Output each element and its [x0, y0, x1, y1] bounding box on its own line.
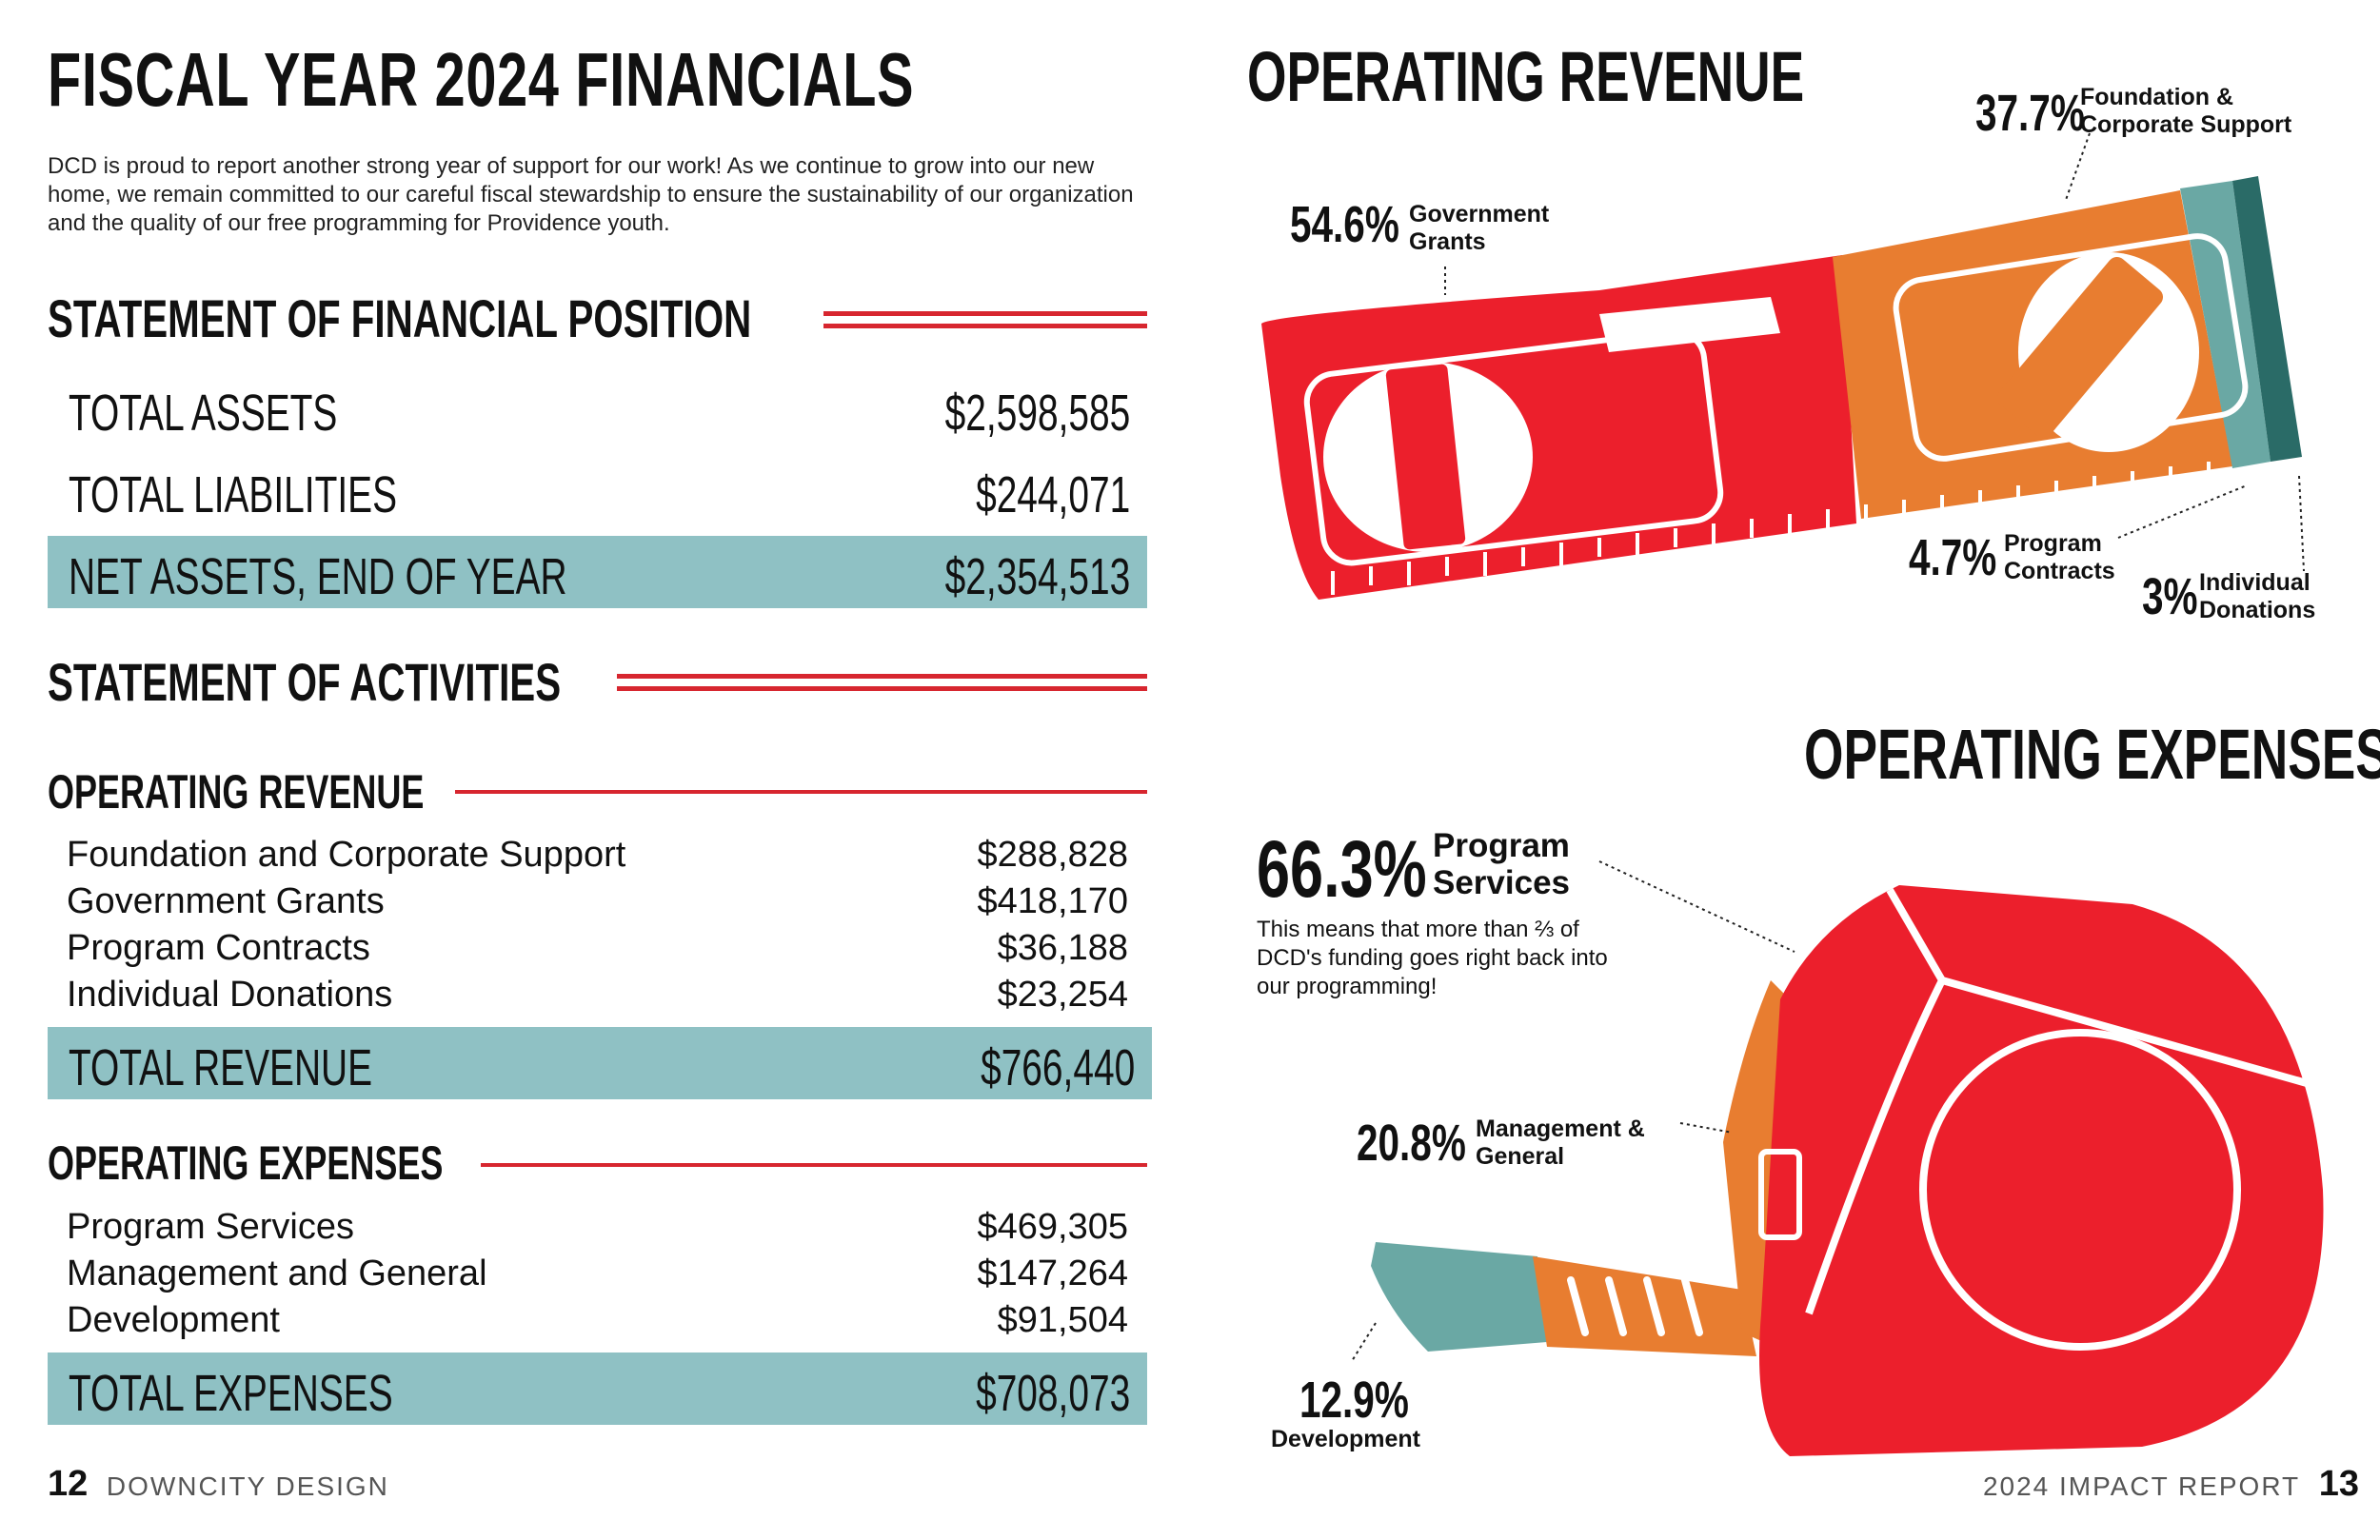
slice-label-line: Services: [1433, 864, 1571, 901]
total-liabilities-row: TOTAL LIABILITIES $244,071: [48, 454, 1147, 526]
slice-label: Foundation & Corporate Support: [2080, 84, 2291, 139]
management-general-segment: [1533, 1256, 1756, 1356]
page-number: 12: [48, 1464, 89, 1504]
slice-label: Individual Donations: [2199, 569, 2315, 624]
expense-line: Program Services $469,305: [67, 1207, 1128, 1253]
slice-percent: 3%: [2142, 568, 2198, 625]
expense-note: This means that more than ⅔ of DCD's fun…: [1257, 917, 1608, 999]
slice-label: Government Grants: [1409, 201, 1549, 256]
row-value: $2,354,513: [944, 548, 1130, 605]
blade-marks: [1567, 1276, 1703, 1336]
line-value: $469,305: [977, 1207, 1129, 1247]
heading-rule: [481, 1163, 1147, 1167]
slice-label-line: Donations: [2199, 597, 2316, 623]
slice-label: Management & General: [1476, 1116, 1645, 1171]
expense-line: Management and General $147,264: [67, 1254, 1128, 1299]
slice-label-line: Government: [1409, 201, 1550, 227]
row-value: $244,071: [975, 466, 1130, 523]
footer-left: 12 DOWNCITY DESIGN: [48, 1464, 389, 1505]
line-label: Development: [67, 1300, 280, 1340]
leader-lines: [1444, 132, 2305, 572]
revenue-line: Government Grants $418,170: [67, 881, 1128, 927]
operating-revenue-heading: OPERATING REVENUE: [48, 765, 425, 819]
slice-percent: 4.7%: [1909, 529, 1997, 586]
row-label: NET ASSETS, END OF YEAR: [69, 548, 567, 605]
slice-label-line: Program: [2004, 530, 2102, 557]
line-label: Individual Donations: [67, 975, 393, 1015]
slice-label-line: General: [1476, 1143, 1565, 1170]
financial-position-heading: STATEMENT OF FINANCIAL POSITION: [48, 288, 752, 348]
slice-percent: 54.6%: [1290, 196, 1399, 253]
footer-right: 2024 IMPACT REPORT 13: [1983, 1464, 2359, 1505]
heading-rule: [823, 311, 1147, 328]
slice-label-line: Contracts: [2004, 558, 2115, 584]
row-value: $2,598,585: [944, 385, 1130, 442]
revenue-line: Program Contracts $36,188: [67, 928, 1128, 974]
slice-percent: 37.7%: [1975, 85, 2085, 142]
line-value: $418,170: [977, 881, 1129, 921]
operating-expenses-heading: OPERATING EXPENSES: [48, 1136, 444, 1190]
row-value: $708,073: [975, 1365, 1130, 1422]
slice-percent: 20.8%: [1357, 1115, 1466, 1172]
line-value: $147,264: [977, 1254, 1129, 1293]
expense-tape-graphic: [1351, 860, 2324, 1456]
net-assets-row: NET ASSETS, END OF YEAR $2,354,513: [48, 536, 1147, 608]
line-label: Program Contracts: [67, 928, 370, 968]
row-label: TOTAL LIABILITIES: [69, 466, 398, 523]
slice-percent: 12.9%: [1299, 1372, 1409, 1429]
leader-lines: [1351, 860, 1795, 1362]
line-value: $91,504: [997, 1300, 1128, 1340]
heading-rule: [617, 674, 1147, 691]
total-revenue-row: TOTAL REVENUE $766,440: [48, 1027, 1152, 1099]
revenue-line: Foundation and Corporate Support $288,82…: [67, 835, 1128, 880]
slice-percent: 66.3%: [1257, 824, 1427, 914]
heading-rule: [455, 790, 1147, 794]
slice-label-line: Grants: [1409, 228, 1486, 255]
program-contracts-segment: [2180, 181, 2271, 468]
line-label: Program Services: [67, 1207, 354, 1247]
total-assets-row: TOTAL ASSETS $2,598,585: [48, 372, 1147, 444]
individual-donations-segment: [2232, 176, 2302, 462]
slice-label-line: Management &: [1476, 1116, 1645, 1142]
slice-label: Program Contracts: [2004, 530, 2115, 585]
page-title: FISCAL YEAR 2024 FINANCIALS: [48, 37, 915, 122]
line-label: Foundation and Corporate Support: [67, 835, 626, 875]
slice-label: Development: [1271, 1426, 1420, 1452]
expense-chart-title: OPERATING EXPENSES: [1804, 715, 2380, 794]
page-number: 13: [2318, 1464, 2359, 1504]
line-label: Management and General: [67, 1254, 487, 1293]
total-expenses-row: TOTAL EXPENSES $708,073: [48, 1352, 1147, 1425]
line-value: $23,254: [997, 975, 1128, 1015]
footer-report-name: 2024 IMPACT REPORT: [1982, 1471, 2301, 1501]
footer-org-name: DOWNCITY DESIGN: [106, 1471, 389, 1501]
revenue-chart-title: OPERATING REVENUE: [1247, 37, 1805, 116]
row-label: TOTAL REVENUE: [69, 1039, 373, 1096]
ruler-ticks: [1331, 462, 2211, 595]
expense-line: Development $91,504: [67, 1300, 1128, 1346]
row-label: TOTAL ASSETS: [69, 385, 338, 442]
line-value: $36,188: [997, 928, 1128, 968]
slice-label-line: Foundation &: [2080, 84, 2234, 110]
development-segment: [1371, 1242, 1547, 1352]
revenue-line: Individual Donations $23,254: [67, 975, 1128, 1020]
slice-label-line: Program: [1433, 827, 1570, 864]
slice-label-line: Corporate Support: [2080, 111, 2292, 138]
row-value: $766,440: [980, 1039, 1135, 1096]
revenue-tape-graphic: [1261, 132, 2305, 600]
activities-heading: STATEMENT OF ACTIVITIES: [48, 652, 562, 712]
slice-label-line: Individual: [2199, 569, 2311, 596]
line-value: $288,828: [977, 835, 1129, 875]
slice-label: Program Services: [1433, 827, 1570, 901]
row-label: TOTAL EXPENSES: [69, 1365, 393, 1422]
line-label: Government Grants: [67, 881, 385, 921]
intro-paragraph: DCD is proud to report another strong ye…: [48, 153, 1134, 236]
